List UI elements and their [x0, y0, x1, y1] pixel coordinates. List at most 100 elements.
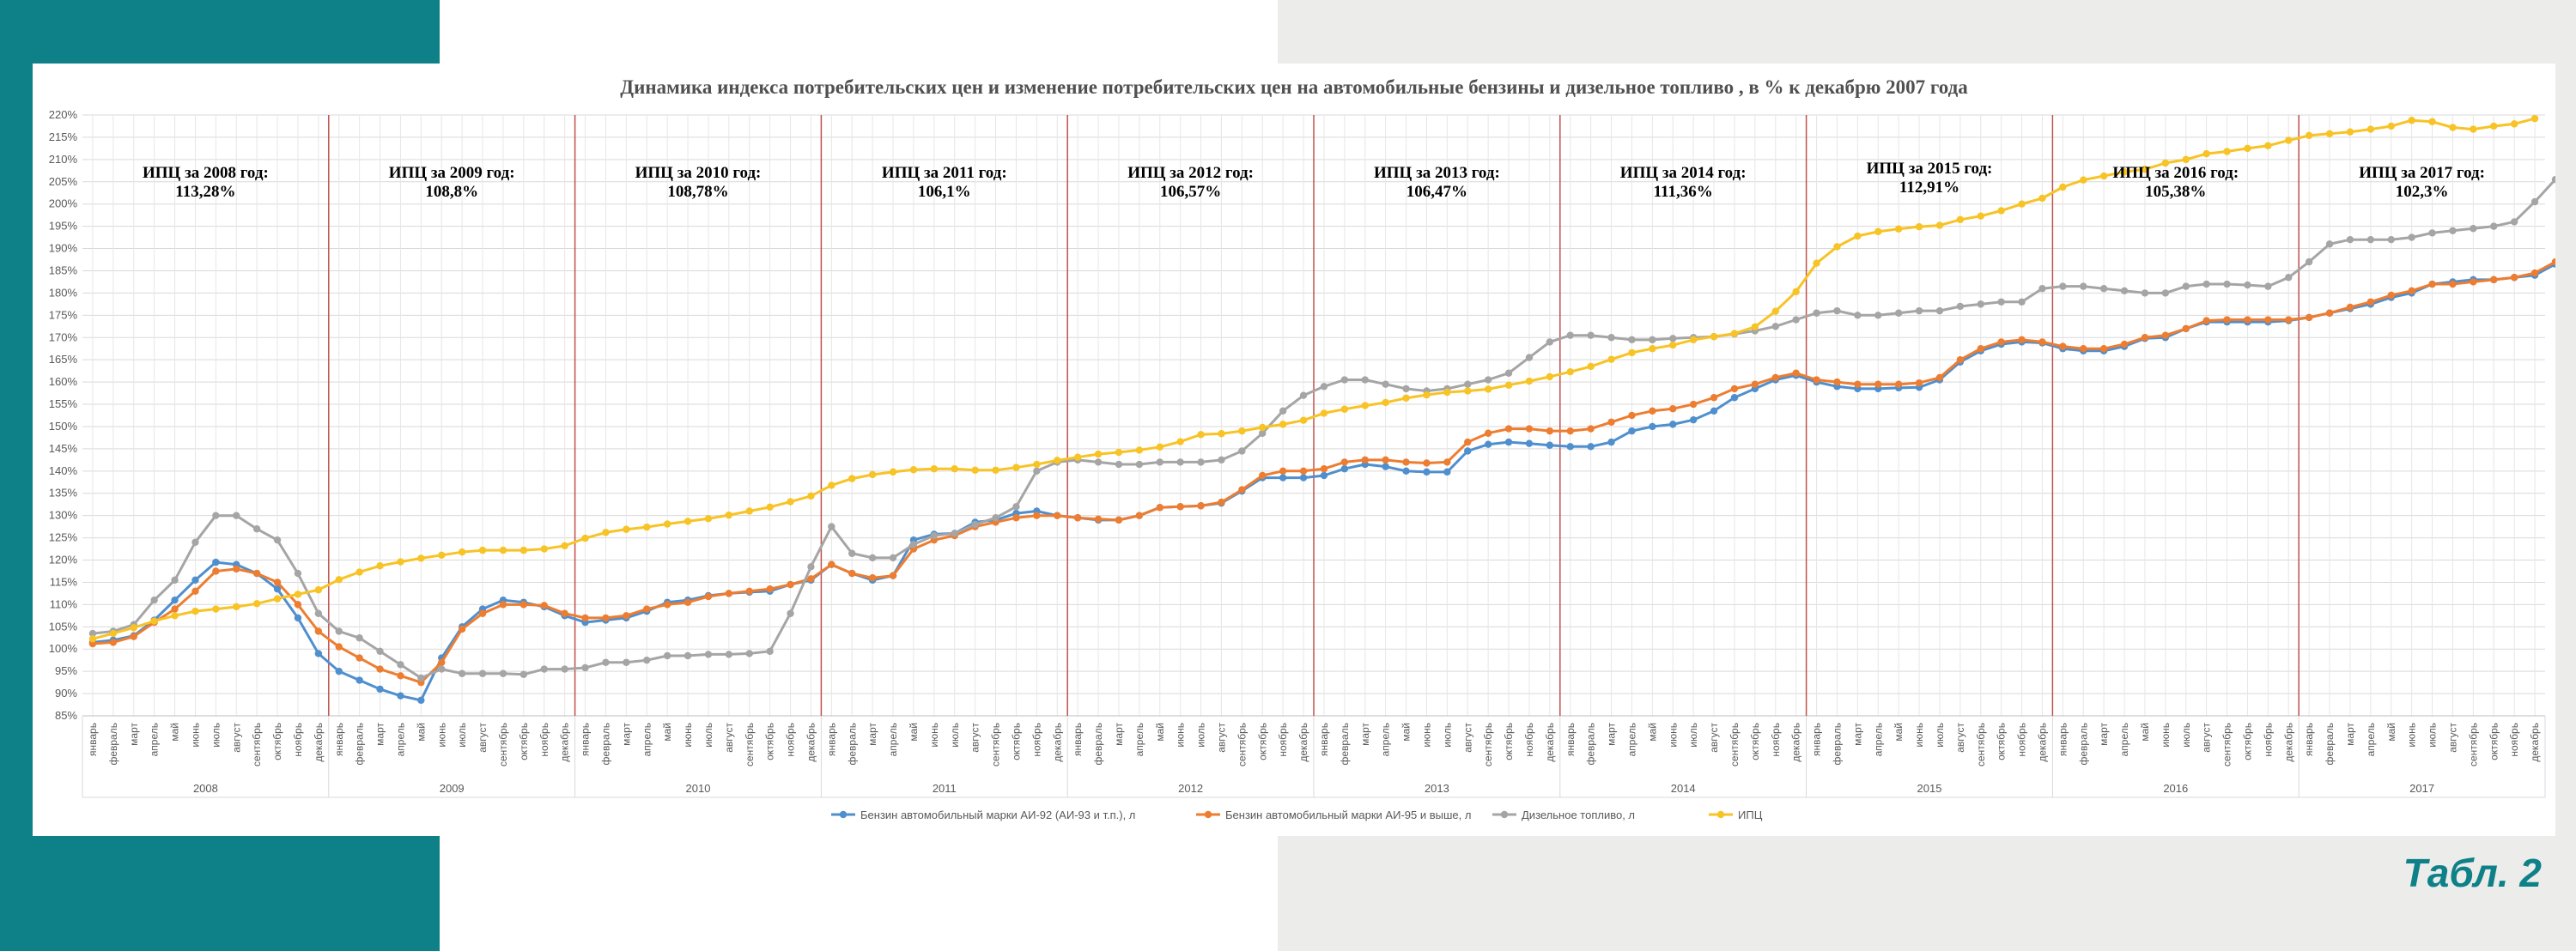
series-1-point — [1997, 338, 2005, 346]
series-2-point — [499, 669, 507, 677]
series-3-point — [1464, 387, 1472, 395]
x-tick-label: февраль — [2077, 723, 2089, 766]
x-tick-label: июль — [702, 723, 714, 748]
x-tick-label: февраль — [599, 723, 611, 766]
series-3-point — [663, 520, 671, 528]
y-tick-label: 220% — [49, 108, 78, 121]
x-tick-label: ноябрь — [2508, 723, 2520, 757]
x-tick-label: декабрь — [2529, 723, 2541, 762]
x-tick-label: май — [1154, 723, 1166, 742]
series-1-point — [294, 601, 302, 609]
x-tick-label: ноябрь — [2262, 723, 2274, 757]
series-2-point — [643, 656, 651, 664]
series-2-point — [438, 665, 446, 673]
x-tick-label: декабрь — [2282, 723, 2294, 762]
x-tick-label: март — [1113, 723, 1125, 746]
series-2-point — [314, 609, 323, 617]
series-2-point — [519, 670, 528, 678]
x-tick-label: февраль — [1585, 723, 1597, 766]
ipc-annotation-title: ИПЦ за 2009 год: — [389, 164, 515, 182]
y-tick-label: 120% — [49, 554, 78, 566]
series-3-point — [868, 470, 877, 479]
series-1-point — [1813, 376, 1820, 384]
year-label: 2014 — [1671, 782, 1696, 795]
series-1-point — [1320, 465, 1328, 473]
x-tick-label: июль — [2180, 723, 2192, 748]
series-1-point — [2408, 287, 2415, 295]
series-3-point — [1443, 388, 1451, 397]
series-1-point — [1833, 378, 1841, 386]
ipc-annotation-value: 105,38% — [2145, 183, 2206, 201]
series-0-point — [1546, 441, 1554, 449]
series-2-point — [1669, 335, 1677, 342]
year-label: 2008 — [193, 782, 218, 795]
series-2-point — [971, 520, 979, 529]
series-3-point — [725, 511, 733, 519]
x-tick-label: октябрь — [1749, 723, 1761, 760]
series-3-point — [1320, 409, 1328, 417]
series-3-point — [2059, 183, 2067, 191]
x-tick-label: август — [2446, 723, 2458, 753]
series-2-point — [704, 651, 713, 658]
series-1-point — [171, 605, 179, 613]
series-3-point — [2120, 168, 2129, 176]
series-3-point — [2510, 120, 2518, 128]
series-2-point — [1566, 331, 1574, 339]
series-3-point — [109, 629, 118, 638]
series-0-point — [1423, 468, 1431, 476]
series-2-point — [171, 576, 179, 585]
series-3-point — [417, 554, 425, 562]
x-tick-label: декабрь — [1544, 723, 1556, 762]
x-tick-label: февраль — [2324, 723, 2336, 766]
series-3-point — [1813, 259, 1820, 267]
series-1-point — [1054, 512, 1061, 519]
series-1-point — [252, 569, 261, 578]
series-0-point — [1566, 443, 1574, 451]
series-3-point — [252, 600, 261, 608]
series-2-point — [2264, 282, 2272, 290]
series-1-point — [540, 602, 548, 609]
series-3-point — [1894, 225, 1903, 233]
series-1-point — [1340, 458, 1349, 466]
series-0-point — [273, 585, 282, 593]
series-1-point — [1135, 512, 1144, 519]
series-3-point — [2346, 128, 2354, 136]
x-tick-label: март — [2344, 723, 2356, 746]
series-3-point — [787, 498, 794, 506]
year-label: 2009 — [440, 782, 465, 795]
x-tick-label: май — [1893, 723, 1905, 742]
series-2-point — [1197, 458, 1205, 466]
series-3-point — [683, 518, 692, 525]
series-3-point — [1504, 381, 1513, 389]
series-3-point — [540, 545, 548, 553]
series-2-point — [2059, 282, 2067, 290]
series-1-point — [1751, 380, 1759, 388]
ipc-annotation-title: ИПЦ за 2008 год: — [143, 164, 269, 182]
x-tick-label: июнь — [1175, 723, 1187, 748]
x-tick-label: декабрь — [1051, 723, 1063, 762]
series-2-point — [273, 536, 282, 544]
y-tick-label: 115% — [50, 575, 78, 588]
series-0-point — [1484, 440, 1492, 448]
series-3-point — [1525, 377, 1534, 385]
x-tick-label: май — [661, 723, 673, 742]
ipc-annotation-value: 106,47% — [1406, 183, 1467, 201]
series-2-point — [766, 647, 774, 656]
series-1-point — [438, 658, 446, 666]
series-2-point — [335, 627, 343, 635]
series-3-point — [1546, 373, 1554, 381]
x-tick-label: ноябрь — [1277, 723, 1289, 757]
series-1-point — [1874, 380, 1882, 388]
series-3-point — [1854, 232, 1862, 240]
series-3-point — [1073, 453, 1082, 461]
series-1-point — [273, 578, 282, 586]
x-tick-label: март — [1359, 723, 1371, 746]
series-2-point — [458, 669, 466, 677]
series-1-point — [2182, 324, 2190, 333]
series-1-point — [1464, 438, 1472, 446]
series-3-point — [1382, 398, 1389, 407]
ipc-annotation-value: 108,8% — [425, 183, 478, 201]
x-tick-label: ноябрь — [1770, 723, 1782, 757]
series-1-point — [499, 601, 507, 609]
x-tick-label: январь — [87, 723, 99, 756]
